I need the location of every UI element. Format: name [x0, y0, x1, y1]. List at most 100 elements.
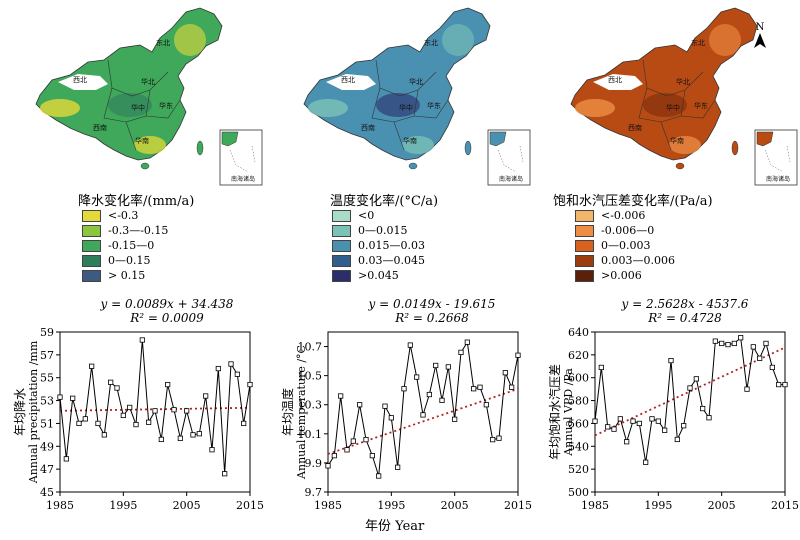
y-tick-label: 520 [568, 463, 589, 476]
data-point [776, 381, 782, 388]
region-label: 东北 [424, 38, 438, 47]
region-label: 华南 [670, 136, 684, 145]
y-axis-label-en: Annual precipitation /mm [27, 340, 40, 484]
map-region-patch [308, 99, 348, 117]
legend-swatch [575, 224, 594, 237]
data-point [649, 416, 655, 422]
region-boundary [680, 99, 716, 119]
data-point [750, 344, 756, 350]
data-point [509, 384, 515, 390]
taiwan-island [196, 140, 204, 156]
temperature-legend-title: 温度变化率/(°C/a) [330, 194, 439, 209]
inset-label: 南海诸岛 [499, 175, 523, 183]
data-point [712, 338, 718, 344]
vpd-chart: 500 520 540 560 580 600 620 640 1985 1995 2005 2015… [547, 326, 799, 512]
legend-item: 0—0.003 [575, 239, 651, 252]
legend-item: 0—0.015 [332, 224, 408, 237]
y-tick-label: 55 [40, 372, 54, 385]
region-boundary [642, 59, 704, 97]
vpd-legend-title: 饱和水汽压差变化率/(Pa/a) [553, 194, 713, 209]
y-tick-label: 59 [40, 326, 54, 339]
x-tick-label: 2005 [441, 499, 469, 512]
data-point [120, 412, 126, 419]
trend-line [327, 388, 519, 455]
data-point [744, 386, 750, 392]
map-region-patch [709, 24, 741, 56]
legend-swatch [575, 254, 594, 267]
region-label: 华北 [409, 77, 423, 86]
legend-item: <-0.006 [575, 209, 645, 222]
data-point [414, 374, 420, 380]
legend-swatch [332, 209, 351, 222]
data-point [57, 394, 63, 400]
data-point [401, 386, 407, 392]
region-label: 西南 [93, 123, 107, 132]
region-label: 华北 [141, 77, 155, 86]
data-point [63, 456, 69, 462]
data-point [363, 437, 369, 443]
data-point [331, 453, 337, 459]
x-tick-label: 1985 [314, 499, 342, 512]
series-line [327, 340, 519, 477]
legend-item: <0 [332, 209, 374, 222]
data-point [95, 420, 101, 427]
data-point [101, 432, 107, 438]
plot-frame [59, 331, 251, 493]
map-region-patch [108, 93, 152, 117]
data-point [203, 393, 209, 399]
map-region-patch [174, 24, 206, 56]
region-label: 西北 [341, 76, 355, 84]
data-point [357, 402, 363, 408]
data-point [452, 416, 458, 422]
legend-swatch [82, 269, 101, 282]
region-label: 东北 [156, 38, 170, 47]
legend-item: >0.045 [332, 269, 399, 282]
shared-x-axis-label: 年份 Year [365, 519, 425, 534]
precipitation-legend-title: 降水变化率/(mm/a) [78, 194, 195, 209]
data-point [171, 407, 177, 413]
map-region-patch [669, 136, 701, 154]
data-point [426, 391, 432, 398]
data-point [738, 335, 744, 341]
data-point [471, 386, 477, 392]
data-point [458, 349, 464, 355]
data-point [222, 471, 228, 477]
legend-label: -0.15—0 [108, 239, 155, 252]
data-point [350, 438, 356, 444]
data-point [177, 435, 183, 441]
south-china-sea-inset: 南海诸岛 [219, 129, 263, 186]
legend-label: 0.03—0.045 [358, 254, 425, 267]
x-tick-label: 1995 [109, 499, 137, 512]
data-point [490, 437, 496, 443]
south-china-sea-inset: 南海诸岛 [487, 129, 531, 186]
inset-label: 南海诸岛 [766, 175, 790, 183]
map-region-patch [40, 99, 80, 117]
legend-label: > 0.15 [108, 269, 146, 282]
data-point [158, 436, 164, 443]
map-no-data-area [58, 74, 108, 90]
data-point [152, 408, 158, 414]
precipitation-chart: 45 47 49 51 53 55 57 59 1985 1995 2005 2015 年均降水 Annu… [13, 326, 264, 512]
data-point [344, 447, 350, 453]
map-region-patch [376, 93, 420, 117]
data-point [376, 473, 382, 479]
data-point [241, 420, 247, 427]
legend-label: >0.045 [358, 269, 399, 282]
x-tick-label: 2015 [504, 499, 532, 512]
legend-item: 0.015—0.03 [332, 239, 425, 252]
precip-equation-text: y = 0.0089x + 34.438 [100, 297, 234, 311]
region-label: 华东 [159, 101, 173, 110]
legend-label: 0—0.003 [601, 239, 651, 252]
y-tick-label: 620 [568, 349, 589, 362]
x-tick-label: 2005 [173, 499, 201, 512]
legend-label: <-0.3 [108, 209, 139, 222]
y-tick-label: 10.3 [298, 399, 323, 412]
legend-label: >0.006 [601, 269, 642, 282]
legend-label: -0.006—0 [601, 224, 655, 237]
y-tick-label: 51 [40, 417, 54, 430]
region-boundary [413, 99, 449, 119]
legend-label: 0.015—0.03 [358, 239, 425, 252]
